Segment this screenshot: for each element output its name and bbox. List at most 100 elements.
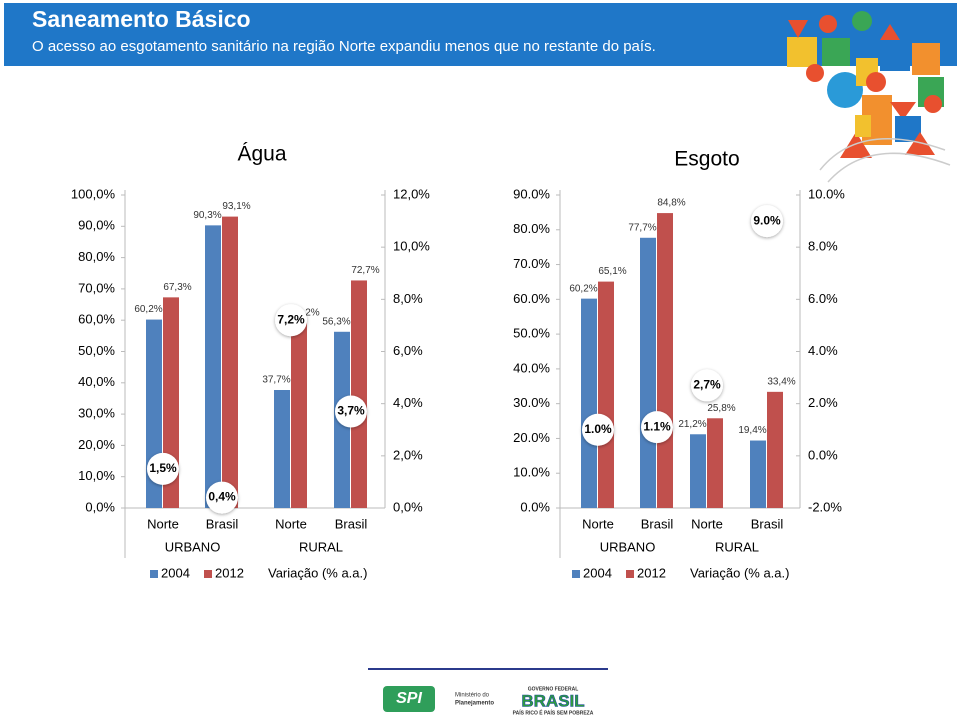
- bar-value-label: 65,1%: [598, 266, 626, 277]
- y2-tick-label: 8,0%: [393, 291, 423, 306]
- variation-bubble: [147, 452, 179, 485]
- bar: [351, 280, 367, 508]
- y-tick-label: 10.0%: [513, 465, 550, 480]
- ministry-line: Planejamento: [455, 701, 494, 707]
- y2-tick-label: 10.0%: [808, 186, 845, 201]
- bar: [222, 216, 238, 509]
- bar-value-label: 60,2%: [134, 304, 162, 315]
- variation-label: 0,4%: [208, 490, 236, 504]
- legend-label: 2004: [583, 565, 612, 580]
- group-label: URBANO: [600, 539, 656, 554]
- bar: [291, 322, 307, 508]
- bar-value-label: 77,7%: [628, 222, 656, 233]
- y2-tick-label: 8.0%: [808, 239, 838, 254]
- legend-swatch: [572, 570, 580, 578]
- y-tick-label: 80.0%: [513, 221, 550, 236]
- x-tick-label: Brasil: [206, 516, 239, 531]
- legend-swatch: [626, 570, 634, 578]
- ministry-line: Ministério do: [455, 693, 490, 699]
- variation-bubble: [641, 411, 673, 444]
- y2-tick-label: 6.0%: [808, 291, 838, 306]
- y2-tick-label: 0,0%: [393, 499, 423, 514]
- bar-value-label: 37,7%: [262, 375, 290, 386]
- spi-logo: [383, 686, 435, 712]
- y-tick-label: 90,0%: [78, 218, 115, 233]
- bar: [274, 389, 290, 508]
- y-tick-label: 10,0%: [78, 468, 115, 483]
- y-tick-label: 70,0%: [78, 280, 115, 295]
- chart-title: Esgoto: [674, 148, 739, 171]
- y-tick-label: 60,0%: [78, 312, 115, 327]
- y-tick-label: 30.0%: [513, 395, 550, 410]
- bar-value-label: 59,2%: [291, 307, 319, 318]
- bar: [707, 418, 723, 508]
- slide-title: Saneamento Básico: [32, 6, 251, 32]
- y2-tick-label: 2,0%: [393, 447, 423, 462]
- y2-tick-label: -2.0%: [808, 499, 842, 514]
- slogan-text: PAÍS RICO É PAÍS SEM POBREZA: [513, 708, 594, 716]
- y-tick-label: 20,0%: [78, 437, 115, 452]
- group-label: RURAL: [299, 539, 343, 554]
- bar-value-label: 21,2%: [678, 419, 706, 430]
- bar: [657, 213, 673, 508]
- legend-label: 2004: [161, 565, 190, 580]
- chart-title: Água: [237, 143, 286, 166]
- legend-label: Variação (% a.a.): [690, 565, 789, 580]
- bar-value-label: 60,2%: [569, 283, 597, 294]
- x-tick-label: Brasil: [751, 516, 784, 531]
- bar-value-label: 33,4%: [767, 376, 795, 387]
- bar: [205, 225, 221, 508]
- brand-text: BRASIL: [521, 691, 584, 710]
- y-tick-label: 30,0%: [78, 406, 115, 421]
- slide-subtitle: O acesso ao esgotamento sanitário na reg…: [32, 38, 656, 55]
- x-tick-label: Norte: [582, 516, 614, 531]
- variation-bubble: [335, 395, 367, 428]
- bar-value-label: 84,8%: [657, 198, 685, 209]
- x-tick-label: Brasil: [641, 516, 674, 531]
- group-label: RURAL: [715, 539, 759, 554]
- y-tick-label: 70.0%: [513, 256, 550, 271]
- y-tick-label: 40,0%: [78, 374, 115, 389]
- y2-tick-label: 10,0%: [393, 239, 430, 254]
- variation-bubble: [206, 481, 238, 514]
- spi-text: SPI: [396, 690, 422, 707]
- y2-tick-label: 4.0%: [808, 343, 838, 358]
- bar-value-label: 19,4%: [738, 425, 766, 436]
- variation-bubble: [751, 205, 783, 238]
- x-tick-label: Brasil: [335, 516, 368, 531]
- legend-swatch: [150, 570, 158, 578]
- legend-label: 2012: [215, 565, 244, 580]
- bar: [750, 440, 766, 508]
- variation-label: 1,5%: [149, 461, 177, 475]
- y-tick-label: 0,0%: [85, 499, 115, 514]
- variation-label: 2,7%: [693, 378, 721, 392]
- group-label: URBANO: [165, 539, 221, 554]
- bar: [690, 434, 706, 508]
- variation-label: 1.0%: [584, 422, 612, 436]
- bar-value-label: 56,3%: [322, 316, 350, 327]
- bar: [767, 391, 783, 508]
- bar-value-label: 67,3%: [163, 282, 191, 293]
- x-tick-label: Norte: [275, 516, 307, 531]
- legend-label: 2012: [637, 565, 666, 580]
- y-tick-label: 50,0%: [78, 343, 115, 358]
- bar: [640, 237, 656, 508]
- variation-label: 3,7%: [337, 404, 365, 418]
- x-tick-label: Norte: [147, 516, 179, 531]
- y2-tick-label: 6,0%: [393, 343, 423, 358]
- y2-tick-label: 0.0%: [808, 447, 838, 462]
- y2-tick-label: 4,0%: [393, 395, 423, 410]
- bar-value-label: 72,7%: [351, 265, 379, 276]
- variation-bubble: [582, 413, 614, 446]
- y-tick-label: 40.0%: [513, 360, 550, 375]
- y-tick-label: 20.0%: [513, 430, 550, 445]
- bar-value-label: 25,8%: [707, 403, 735, 414]
- decoration: [787, 11, 951, 183]
- variation-label: 9.0%: [753, 213, 781, 227]
- variation-label: 1.1%: [643, 419, 671, 433]
- legend-label: Variação (% a.a.): [268, 565, 367, 580]
- y-tick-label: 50.0%: [513, 326, 550, 341]
- variation-label: 7,2%: [277, 312, 305, 326]
- bar-value-label: 90,3%: [193, 210, 221, 221]
